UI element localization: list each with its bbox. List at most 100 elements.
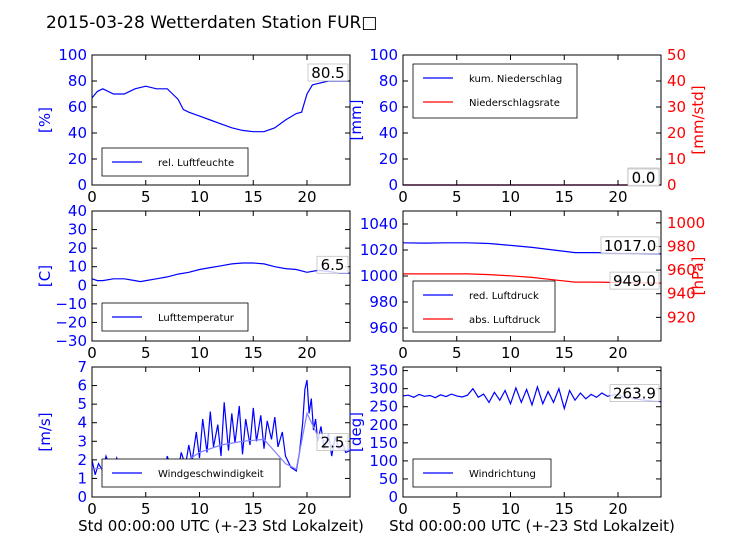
y-tick-label: 100 [369,46,398,64]
y-right-axis-label: [mm/std] [689,85,707,154]
x-tick-label: 5 [452,344,462,362]
x-tick-label: 5 [141,188,151,206]
x-tick-label: 10 [190,500,209,518]
last-value-label: 263.9 [613,385,656,403]
x-axis-label: Std 00:00:00 UTC (+-23 Std Lokalzeit) [78,517,364,535]
plot-frame [91,366,351,498]
y-right-tick-label: 1000 [667,214,705,232]
y-tick-label: 980 [369,293,398,311]
y-tick-label: 40 [379,124,398,142]
x-tick-label: 0 [87,344,97,362]
last-value-box [307,63,349,82]
x-tick-label: 20 [297,188,316,206]
y-right-tick-label: 920 [667,308,696,326]
chart-panel-pressure: 0 5 10 15 20 960 980 1000 1020 1040 920 940 960 980 10… [360,210,707,362]
legend-label: Windrichtung [469,469,536,480]
x-tick-label: 10 [190,188,209,206]
y-tick-label: 350 [369,362,398,380]
y-tick-label: 50 [379,470,398,488]
x-tick-label: 5 [141,344,151,362]
y-right-tick-label: 30 [667,98,686,116]
y-tick-label: 0 [77,488,87,506]
x-tick-label: 10 [501,188,520,206]
x-tick-label: 15 [244,500,263,518]
last-value-label: 6.5 [321,256,345,274]
y-tick-label: 20 [68,150,87,168]
x-tick-label: 10 [501,344,520,362]
x-tick-label: 15 [555,500,574,518]
last-value-box [609,271,660,290]
x-tick-label: 20 [608,344,627,362]
last-value-label: 1017.0 [604,237,657,255]
y-tick-label: 100 [58,46,87,64]
figure-title: 2015-03-28 Wetterdaten Station FUR□ [46,13,377,33]
y-tick-label: 7 [77,358,87,376]
y-axis-label: [C] [36,265,54,287]
y-tick-label: 1000 [360,267,398,285]
y-axis-label: [%] [36,107,54,133]
y-tick-label: 6 [77,377,87,395]
plot-frame [91,54,351,186]
y-right-tick-label: 940 [667,285,696,303]
y-tick-label: 1 [77,469,87,487]
y-tick-label: 0 [77,176,87,194]
last-value-label: 0.0 [632,169,656,187]
y-tick-label: 40 [68,202,87,220]
last-value-box [600,236,660,255]
y-tick-label: 4 [77,414,87,432]
x-tick-label: 15 [244,344,263,362]
y-tick-label: 250 [369,398,398,416]
y-tick-label: 5 [77,395,87,413]
y-right-tick-label: 50 [667,46,686,64]
y-tick-label: 100 [369,452,398,470]
last-value-box [627,168,660,187]
legend-label: Niederschlagsrate [469,98,560,109]
legend-label: kum. Niederschlag [469,74,562,85]
plot-frame [91,210,351,342]
series-line-humidity-0 [91,80,350,133]
y-tick-label: 20 [68,239,87,257]
y-tick-label: 1040 [360,215,398,233]
plot-frame [402,54,662,186]
y-tick-label: 60 [68,98,87,116]
x-tick-label: 0 [398,500,408,518]
x-tick-label: 5 [452,188,462,206]
y-right-tick-label: 0 [667,176,677,194]
y-tick-label: 200 [369,416,398,434]
y-tick-label: −30 [55,332,87,350]
y-axis-label: [deg] [347,412,365,452]
legend-label: rel. Luftfeuchte [158,158,234,169]
last-value-box [316,433,349,451]
x-axis-label: Std 00:00:00 UTC (+-23 Std Lokalzeit) [389,517,675,535]
x-tick-label: 15 [555,344,574,362]
chart-panel-humidity: 0 5 10 15 20 0 20 40 60 80 100 [%] 80.5 rel. Luftfeuc… [36,46,351,206]
y-tick-label: 80 [68,72,87,90]
y-right-tick-label: 20 [667,124,686,142]
last-value-label: 2.5 [321,434,345,452]
x-tick-label: 15 [555,188,574,206]
x-tick-label: 20 [608,188,627,206]
legend-label: Windgeschwindigkeit [158,469,264,480]
y-right-axis-label: [hPa] [689,257,707,296]
chart-panel-precipitation: 0 5 10 15 20 0 20 40 60 80 100 0 10 20 30 40 50 [mm] [mm/s… [347,46,707,206]
y-right-tick-label: 40 [667,72,686,90]
y-axis-label: [m/s] [36,412,54,451]
x-tick-label: 5 [452,500,462,518]
y-tick-label: 150 [369,434,398,452]
y-tick-label: 0 [77,276,87,294]
y-tick-label: 30 [68,221,87,239]
y-tick-label: 60 [379,98,398,116]
y-tick-label: 300 [369,380,398,398]
last-value-box [609,384,660,402]
y-tick-label: 960 [369,319,398,337]
x-tick-label: 20 [297,500,316,518]
y-right-tick-label: 960 [667,261,696,279]
y-tick-label: 80 [379,72,398,90]
x-tick-label: 15 [244,188,263,206]
y-tick-label: −20 [55,313,87,331]
legend-label: Lufttemperatur [158,313,235,324]
y-tick-label: 3 [77,432,87,450]
